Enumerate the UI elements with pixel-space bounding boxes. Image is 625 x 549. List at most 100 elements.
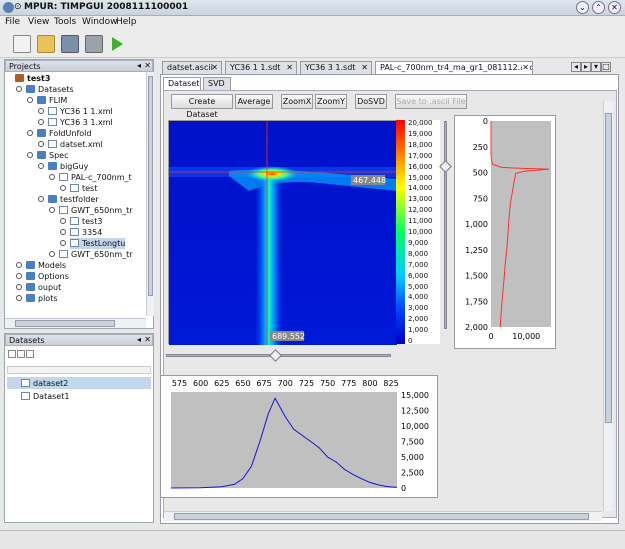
tree-toggle-icon[interactable] <box>60 229 66 235</box>
tree-toggle-icon[interactable] <box>16 284 22 290</box>
tree-item[interactable]: GWT_650nm_tr <box>59 249 133 260</box>
zoomy-button[interactable]: ZoomY <box>315 94 347 109</box>
datasets-close-icon[interactable]: ✕ <box>144 335 151 344</box>
view-mode-icon[interactable] <box>8 350 16 358</box>
tree-scroll-thumb[interactable] <box>148 76 153 296</box>
menu-tools[interactable]: Tools <box>54 17 77 27</box>
tree-item-label: Options <box>38 272 69 281</box>
tree-toggle-icon[interactable] <box>16 262 22 268</box>
tree-item[interactable]: Spec <box>37 150 68 161</box>
view-mode-icon[interactable] <box>26 350 34 358</box>
menu-help[interactable]: Help <box>116 17 137 27</box>
tree-toggle-icon[interactable] <box>16 86 22 92</box>
folder-icon <box>15 74 24 82</box>
tree-item[interactable]: ouput <box>26 282 61 293</box>
datasets-minimize-icon[interactable]: ◂ <box>136 335 141 344</box>
x-tick-label: 775 <box>341 379 356 388</box>
file-icon <box>48 107 57 115</box>
tab-scroll-left-icon[interactable]: ◂ <box>571 62 581 72</box>
new-file-icon[interactable] <box>37 35 55 53</box>
tree-toggle-icon[interactable] <box>49 174 55 180</box>
dataset-item[interactable]: dataset2 <box>7 377 151 389</box>
projects-minimize-icon[interactable]: ◂ <box>136 61 141 70</box>
create-dataset-button[interactable]: Create Dataset <box>171 94 233 119</box>
tree-toggle-icon[interactable] <box>16 295 22 301</box>
vertical-slider-track[interactable] <box>444 121 447 329</box>
tree-toggle-icon[interactable] <box>60 218 66 224</box>
view-hscroll-thumb[interactable] <box>174 513 589 520</box>
tree-item[interactable]: Options <box>26 271 69 282</box>
close-icon[interactable]: ✕ <box>608 1 621 14</box>
tree-vertical-scrollbar[interactable] <box>146 72 154 316</box>
datasets-list-header <box>7 366 151 374</box>
dataset-label: dataset2 <box>33 379 69 388</box>
window-menu-icon[interactable]: ⊙ <box>14 2 22 12</box>
tree-item[interactable]: YC36 1 1.xml <box>48 106 113 117</box>
tree-toggle-icon[interactable] <box>27 130 33 136</box>
open-project-icon[interactable] <box>61 35 79 53</box>
minimize-icon[interactable]: ⌄ <box>576 1 589 14</box>
menu-view[interactable]: View <box>28 17 50 27</box>
tree-toggle-icon[interactable] <box>49 207 55 213</box>
tree-item[interactable]: test <box>70 183 97 194</box>
tab-scroll-right-icon[interactable]: ▸ <box>581 62 591 72</box>
view-horizontal-scrollbar[interactable] <box>164 511 602 521</box>
tree-item[interactable]: bigGuy <box>48 161 88 172</box>
menu-window[interactable]: Window <box>82 17 118 27</box>
tree-toggle-icon[interactable] <box>38 119 44 125</box>
view-mode-icon[interactable] <box>17 350 25 358</box>
maximize-icon[interactable]: ⌃ <box>592 1 605 14</box>
tab-pal-c-700nm[interactable]: PAL-c_700nm_tr4_ma_gr1_081112.ascii ✕ <box>375 61 533 74</box>
tree-toggle-icon[interactable] <box>38 196 44 202</box>
view-vertical-scrollbar[interactable] <box>603 101 613 511</box>
subtab-dataset[interactable]: Dataset <box>163 77 201 90</box>
tree-toggle-icon[interactable] <box>49 251 55 257</box>
maximize-editor-icon[interactable]: □ <box>601 62 611 72</box>
tab-close-icon[interactable]: ✕ <box>522 62 529 74</box>
tree-toggle-icon[interactable] <box>38 108 44 114</box>
view-scroll-thumb[interactable] <box>605 113 612 423</box>
tree-item[interactable]: test3 <box>70 216 102 227</box>
tree-item[interactable]: plots <box>26 293 58 304</box>
tree-item[interactable]: FLIM <box>37 95 67 106</box>
tree-toggle-icon[interactable] <box>38 163 44 169</box>
tree-item[interactable]: 3354 <box>70 227 102 238</box>
tab-datset-ascii[interactable]: datset.ascii ✕ <box>162 61 222 74</box>
tab-yc36-1-1[interactable]: YC36 1 1.sdt ✕ <box>225 61 297 74</box>
new-project-icon[interactable] <box>13 35 31 53</box>
tree-toggle-icon[interactable] <box>60 185 66 191</box>
heatmap-svg[interactable]: 467.448 689.552 <box>169 121 397 345</box>
tree-item[interactable]: TestLongtu <box>70 238 126 249</box>
tree-toggle-icon[interactable] <box>27 152 33 158</box>
tree-item[interactable]: Models <box>26 260 66 271</box>
tree-horizontal-scrollbar[interactable] <box>5 318 146 328</box>
tree-item[interactable]: testfolder <box>48 194 99 205</box>
tree-item[interactable]: FoldUnfold <box>37 128 91 139</box>
run-icon[interactable] <box>112 37 123 51</box>
tree-toggle-icon[interactable] <box>27 97 33 103</box>
projects-close-icon[interactable]: ✕ <box>144 61 151 70</box>
average-button[interactable]: Average <box>235 94 273 109</box>
tab-list-icon[interactable]: ▾ <box>591 62 601 72</box>
tab-close-icon[interactable]: ✕ <box>286 63 293 72</box>
tab-close-icon[interactable]: ✕ <box>211 63 218 72</box>
tab-yc36-3-1[interactable]: YC36 3 1.sdt ✕ <box>300 61 372 74</box>
save-all-icon[interactable] <box>85 35 103 53</box>
tree-item[interactable]: datset.xml <box>48 139 103 150</box>
tree-item[interactable]: test3 <box>15 73 50 84</box>
tree-item-label: test3 <box>27 74 51 83</box>
tab-close-icon[interactable]: ✕ <box>361 63 368 72</box>
tree-item[interactable]: Datasets <box>26 84 74 95</box>
tree-hscroll-thumb[interactable] <box>15 320 115 327</box>
subtab-svd[interactable]: SVD <box>203 77 231 90</box>
tree-toggle-icon[interactable] <box>38 141 44 147</box>
dataset-item[interactable]: Dataset1 <box>7 390 151 402</box>
tree-toggle-icon[interactable] <box>16 273 22 279</box>
zoomx-button[interactable]: ZoomX <box>281 94 313 109</box>
tree-item[interactable]: YC36 3 1.xml <box>48 117 113 128</box>
tree-item[interactable]: GWT_650nm_tr <box>59 205 133 216</box>
menu-file[interactable]: File <box>5 17 21 27</box>
tree-toggle-icon[interactable] <box>60 240 66 246</box>
dosvd-button[interactable]: DoSVD <box>355 94 387 109</box>
tree-item[interactable]: PAL-c_700nm_t <box>59 172 132 183</box>
